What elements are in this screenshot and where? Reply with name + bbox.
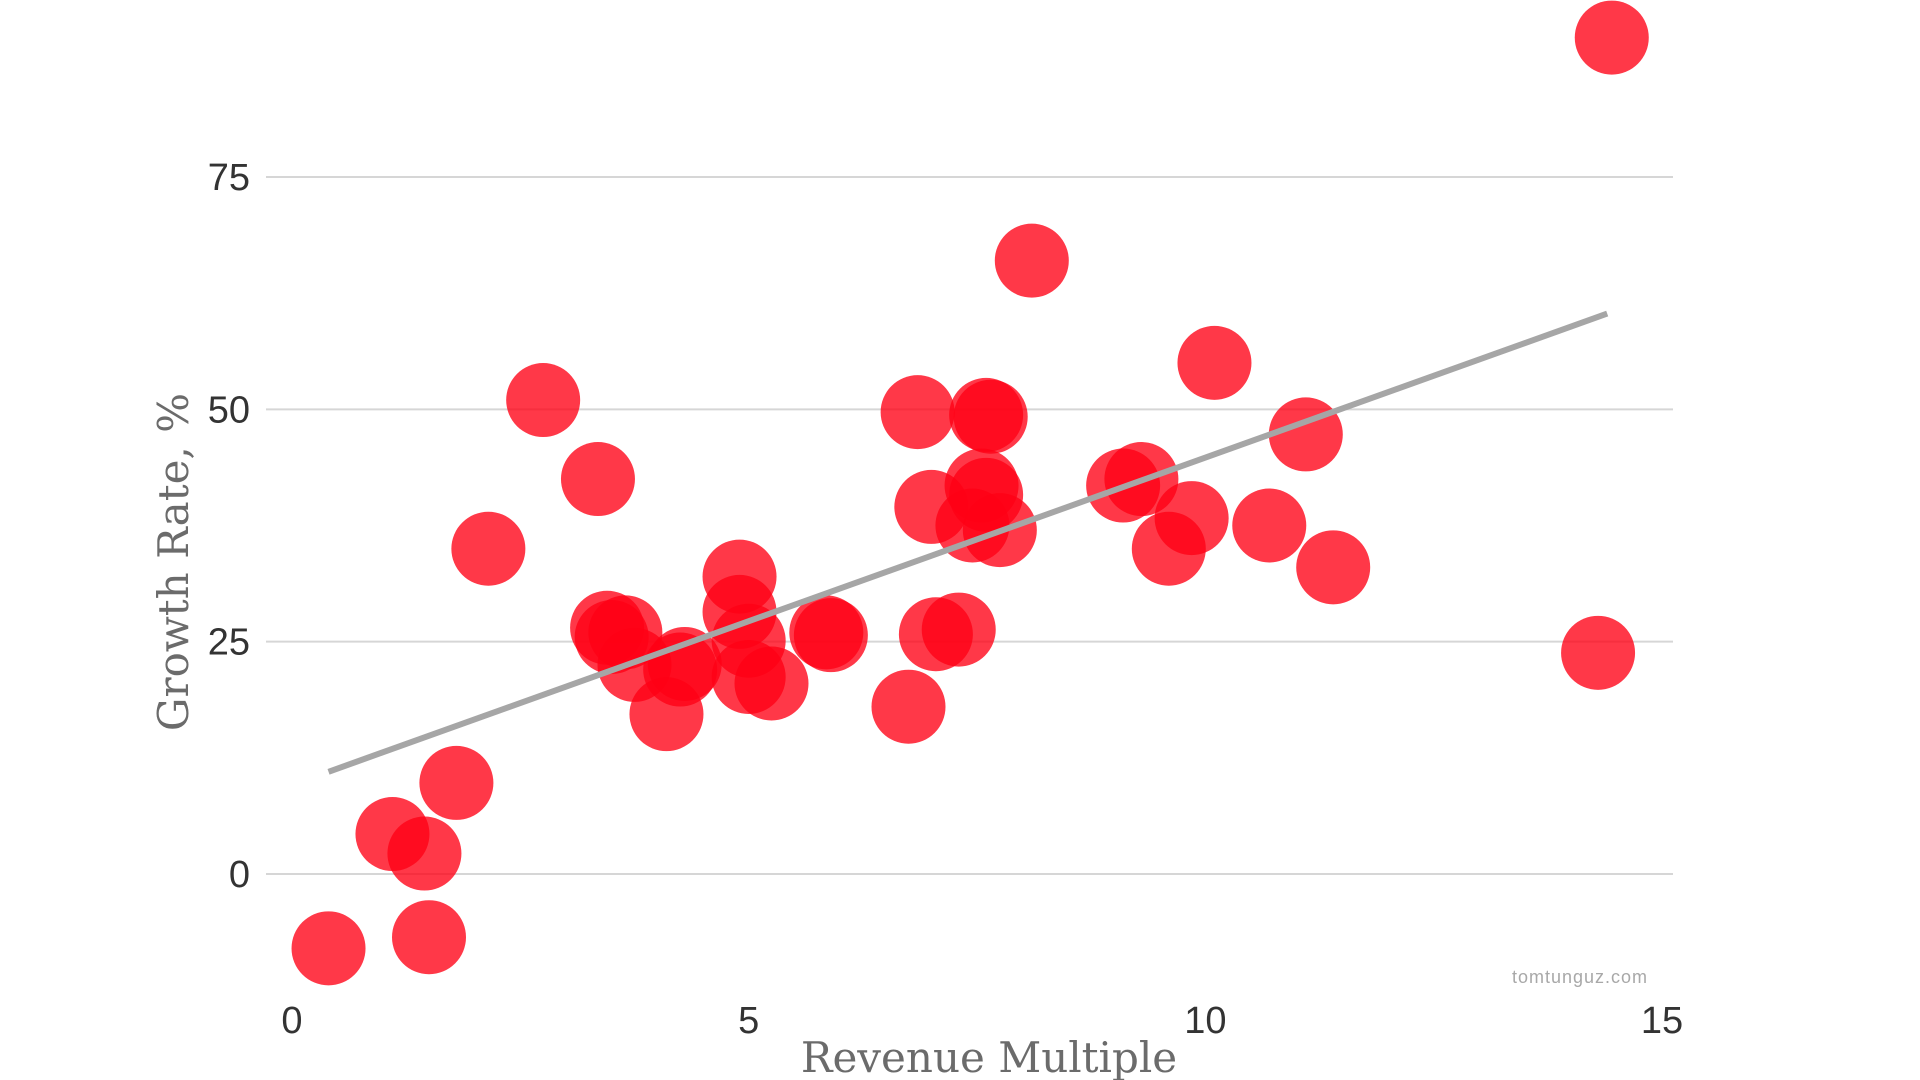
data-point: [1177, 325, 1252, 400]
x-tick-label: 5: [738, 1000, 759, 1042]
data-point: [1561, 615, 1636, 690]
data-point: [291, 911, 366, 986]
x-tick-labels: 0 5 10 15: [281, 1000, 1683, 1042]
data-point: [1574, 0, 1649, 75]
data-point: [734, 646, 809, 721]
trend-line: [327, 310, 1609, 775]
data-point: [451, 511, 526, 586]
x-tick-label: 0: [281, 1000, 302, 1042]
y-axis-title: Growth Rate, %: [149, 393, 198, 731]
data-point: [921, 592, 996, 667]
data-point: [1296, 530, 1371, 605]
data-point: [994, 223, 1069, 298]
y-tick-label: 25: [208, 622, 250, 664]
data-point: [419, 745, 494, 820]
watermark-text: tomtunguz.com: [1512, 967, 1648, 987]
data-point: [1154, 481, 1229, 556]
y-tick-label: 50: [208, 389, 250, 431]
data-point: [953, 379, 1028, 454]
data-point: [647, 626, 722, 701]
data-point: [880, 375, 955, 450]
data-point: [392, 900, 466, 975]
x-tick-label: 10: [1184, 1000, 1226, 1042]
y-tick-labels: 0 25 50 75: [208, 157, 250, 896]
y-tick-label: 0: [229, 854, 250, 896]
data-point: [506, 363, 581, 438]
data-point: [871, 669, 946, 744]
x-axis-title: Revenue Multiple: [801, 1033, 1177, 1080]
y-tick-label: 75: [208, 157, 250, 199]
data-point: [560, 442, 635, 517]
x-tick-label: 15: [1641, 1000, 1683, 1042]
data-point: [1268, 397, 1343, 472]
data-point: [387, 816, 462, 891]
data-points: [291, 0, 1649, 986]
data-point: [793, 598, 868, 673]
data-point: [1232, 488, 1307, 563]
